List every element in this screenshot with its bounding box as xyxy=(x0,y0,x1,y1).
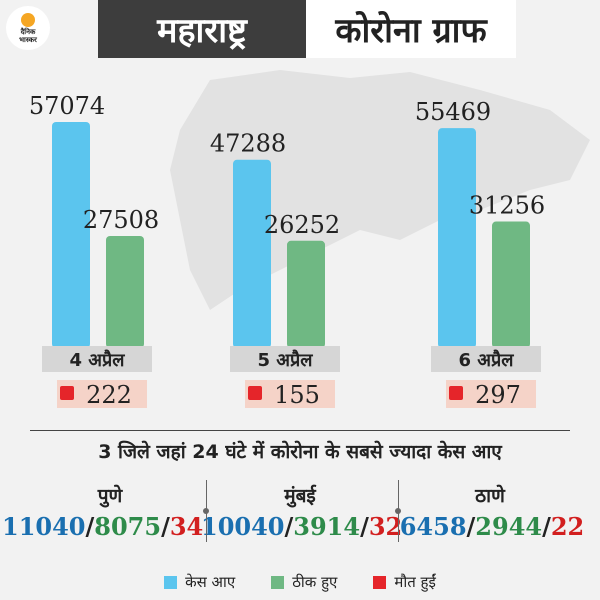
logo-text-2: भास्कर xyxy=(19,35,37,44)
label-deaths-2: 155 xyxy=(274,381,320,409)
section-divider xyxy=(30,430,570,431)
district-recovered-3: 2944 xyxy=(475,512,543,541)
district-name-1: पुणे xyxy=(97,485,123,507)
district-recovered-2: 3914 xyxy=(293,512,361,541)
bar-recovered-1 xyxy=(106,235,144,348)
category-label-2: 5 अप्रैल xyxy=(258,349,314,371)
category-label-1: 4 अप्रैल xyxy=(70,349,126,371)
logo-sun-icon xyxy=(21,12,35,27)
district-values-3: 6458/2944/22 xyxy=(399,512,585,541)
label-deaths-1: 222 xyxy=(86,381,132,409)
district-cases-2: 10040 xyxy=(201,512,285,541)
district-cases-1: 11040 xyxy=(2,512,86,541)
legend-item-deaths: मौत हुईं xyxy=(373,572,436,592)
bar-cases-1 xyxy=(52,122,90,348)
header-state: महाराष्ट्र xyxy=(98,0,306,58)
legend-label-recovered: ठीक हुए xyxy=(292,573,338,591)
legend-swatch-deaths xyxy=(373,575,387,589)
separator-dot-1 xyxy=(203,508,209,514)
district-deaths-3: 22 xyxy=(550,512,585,541)
label-deaths-3: 297 xyxy=(475,381,521,409)
legend: केस आए ठीक हुए मौत हुईं xyxy=(0,572,600,592)
district-cases-3: 6458 xyxy=(399,512,467,541)
district-deaths-2: 32 xyxy=(368,512,403,541)
maharashtra-map xyxy=(170,70,590,310)
bar-cases-3 xyxy=(438,128,476,348)
legend-label-deaths: मौत हुईं xyxy=(394,573,436,591)
bar-chart: 57074 27508 4 अप्रैल 222 47288 26252 5 अप्रैल 1… xyxy=(29,92,545,409)
legend-swatch-recovered xyxy=(271,575,285,589)
category-label-3: 6 अप्रैल xyxy=(459,349,515,371)
label-recovered-3: 31256 xyxy=(469,192,545,220)
district-values-2: 10040/3914/32 xyxy=(201,512,403,541)
death-icon-1 xyxy=(60,386,74,400)
death-icon-2 xyxy=(248,386,262,400)
legend-label-cases: केस आए xyxy=(185,573,236,591)
district-values-1: 11040/8075/34 xyxy=(2,512,204,541)
logo-text-1: दैनिक xyxy=(20,27,36,36)
label-cases-2: 47288 xyxy=(210,130,286,158)
date-strip-3 xyxy=(431,346,541,372)
label-cases-3: 55469 xyxy=(415,98,491,126)
legend-item-cases: केस आए xyxy=(164,572,235,592)
districts-title: 3 जिले जहां 24 घंटे में कोरोना के सबसे ज… xyxy=(98,441,502,463)
bar-cases-2 xyxy=(233,159,271,348)
date-strip-2 xyxy=(230,346,340,372)
label-recovered-2: 26252 xyxy=(264,211,340,239)
header-title: कोरोना ग्राफ xyxy=(306,0,516,58)
district-deaths-1: 34 xyxy=(169,512,204,541)
label-recovered-1: 27508 xyxy=(83,206,159,234)
district-recovered-1: 8075 xyxy=(94,512,162,541)
legend-item-recovered: ठीक हुए xyxy=(271,572,337,592)
bar-recovered-3 xyxy=(492,221,530,348)
date-strip-1 xyxy=(42,346,152,372)
legend-swatch-cases xyxy=(164,575,178,589)
separator-dot-2 xyxy=(395,508,401,514)
district-name-3: ठाणे xyxy=(475,485,505,507)
label-cases-1: 57074 xyxy=(29,92,105,120)
bar-recovered-2 xyxy=(287,240,325,348)
death-icon-3 xyxy=(449,386,463,400)
brand-logo: दैनिक भास्कर xyxy=(6,6,50,50)
district-name-2: मुंबई xyxy=(284,485,316,507)
